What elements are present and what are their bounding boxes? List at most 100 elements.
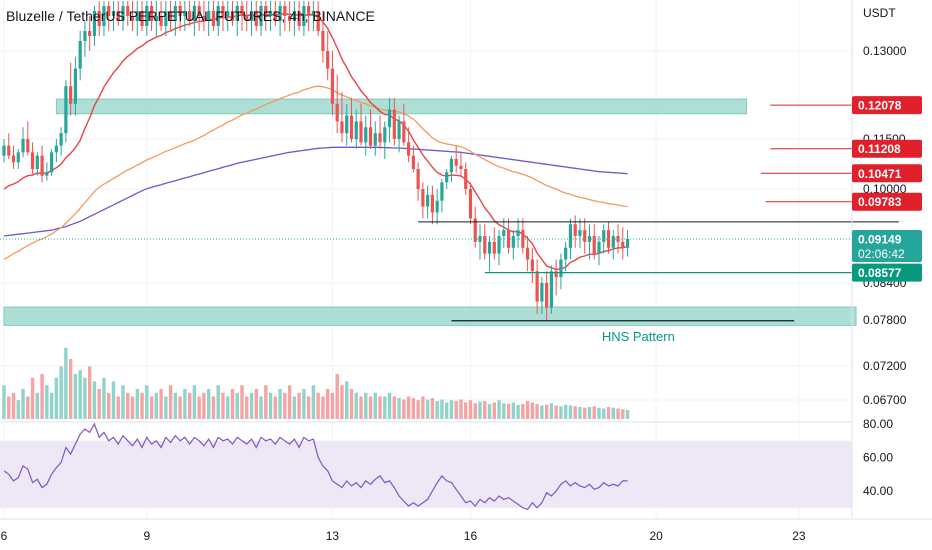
candle-body: [559, 259, 563, 278]
candle-body: [564, 247, 568, 260]
volume-bar: [202, 392, 206, 419]
volume-bar: [435, 401, 439, 419]
price-tag-box: [852, 229, 922, 262]
candle-body: [130, 16, 135, 21]
moving-averages: [3, 13, 628, 271]
volume-bar: [21, 389, 25, 419]
candle-body: [188, 11, 192, 21]
volume-bar: [30, 377, 35, 419]
price-tags: 0.12078 0.11208 0.10471 0.09783 0.0914902:06…: [852, 96, 922, 282]
candle-body: [468, 189, 473, 219]
candle-body: [169, 11, 173, 21]
candle-body: [30, 152, 35, 169]
price-tag-value: 0.10471: [858, 167, 902, 181]
price-tag-box: [852, 96, 922, 115]
candle-body: [288, 16, 292, 21]
volume-bar: [49, 392, 54, 419]
price-tag: 0.11208: [852, 139, 922, 158]
candle-body: [611, 236, 615, 248]
candle-body: [202, 16, 206, 21]
ma-long-line: [3, 146, 628, 237]
volume-bar: [573, 406, 577, 419]
volume-bar: [502, 403, 506, 419]
volume-bar: [625, 410, 630, 419]
price-tag-value: 0.12078: [858, 99, 902, 113]
candle-body: [492, 241, 496, 254]
volume-bar: [2, 385, 6, 419]
candle-body: [249, 11, 254, 21]
volume-bar: [416, 400, 420, 419]
price-tag: 0.09783: [852, 192, 922, 211]
volume-bar: [211, 396, 216, 419]
candle-body: [459, 165, 463, 169]
price-unit-label: USDT: [863, 6, 896, 20]
volume-bar: [340, 385, 344, 419]
volume-bar: [368, 396, 373, 419]
rsi-tick-label: 40.00: [863, 484, 893, 498]
volume-bar: [159, 389, 163, 419]
candle-body: [245, 16, 249, 21]
support-zone: [3, 306, 857, 326]
price-tick-label: 0.06700: [863, 393, 907, 407]
volume-bar: [264, 385, 268, 419]
candle-body: [7, 145, 11, 156]
candle-body: [426, 194, 430, 207]
volume-bar: [430, 398, 435, 419]
volume-bar: [7, 396, 11, 419]
candle-body: [121, 6, 125, 21]
candle-body: [578, 230, 582, 236]
candle-body: [545, 283, 549, 308]
volume-bar: [464, 402, 468, 419]
candle-body: [73, 68, 77, 104]
candle-body: [92, 11, 97, 36]
chart-title: Bluzelle / TetherUS PERPETUAL FUTURES, 4…: [6, 8, 375, 24]
volume-bar: [444, 402, 449, 419]
date-tick-label: 13: [326, 529, 340, 543]
candle-body: [211, 11, 216, 26]
candle-body: [383, 127, 387, 143]
volume-bar: [397, 398, 401, 419]
volume-bar: [483, 401, 487, 419]
volume-bar: [378, 396, 382, 419]
volume-bar: [606, 407, 611, 419]
candle-body: [625, 238, 630, 248]
candle-body: [354, 121, 358, 139]
volume-bar: [254, 389, 258, 419]
candle-body: [178, 6, 182, 16]
candle-body: [297, 11, 301, 26]
volume-bar: [302, 389, 306, 419]
volume-bar: [183, 389, 187, 419]
volume-bar: [107, 392, 111, 419]
volume-bar: [16, 400, 20, 419]
price-tag: 0.08577: [852, 263, 922, 282]
volume-bar: [245, 396, 249, 419]
volume-bar: [192, 385, 197, 419]
candle-body: [526, 247, 530, 260]
volume-bar: [383, 396, 387, 419]
volume-bar: [559, 406, 563, 419]
volume-bar: [492, 402, 496, 419]
volume-bar: [197, 396, 201, 419]
candle-body: [440, 182, 444, 201]
ema-fast-line: [3, 13, 628, 271]
volume-bar: [478, 401, 482, 419]
candle-body: [16, 152, 20, 163]
candle-body: [283, 6, 287, 16]
volume-bar: [97, 389, 101, 419]
candle-body: [88, 31, 92, 36]
candle-body: [464, 169, 468, 189]
candle-body: [597, 241, 601, 254]
candle-body: [435, 200, 439, 213]
horizontal-zones: [3, 98, 857, 326]
candle-body: [378, 133, 382, 143]
candle-body: [573, 224, 577, 236]
candle-body: [321, 31, 325, 51]
candle-body: [2, 145, 6, 156]
volume-bar: [149, 396, 154, 419]
volume-bar: [221, 392, 225, 419]
date-tick-label: 23: [792, 529, 806, 543]
candle-body: [183, 11, 187, 16]
rsi-band: [0, 440, 852, 508]
